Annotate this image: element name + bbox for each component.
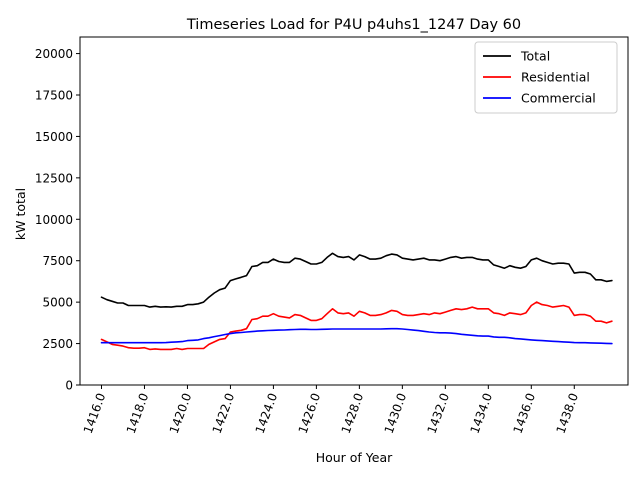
legend-label-residential: Residential [521,70,590,85]
y-tick-label: 20000 [35,47,73,61]
y-tick-label: 7500 [42,254,73,268]
axes-frame [79,36,629,386]
chart-title: Timeseries Load for P4U p4uhs1_1247 Day … [186,17,521,33]
y-tick-label: 2500 [42,337,73,351]
y-tick-label: 10000 [35,213,73,227]
y-tick-label: 5000 [42,296,73,310]
y-axis-label: kW total [13,188,28,240]
legend: Total Residential Commercial [474,41,618,114]
legend-label-total: Total [520,49,550,64]
y-tick-label: 17500 [35,89,73,103]
series-line-residential [100,301,613,351]
plot-area [100,252,613,351]
y-tick-label: 12500 [35,171,73,185]
legend-box [474,41,618,114]
series-line-commercial [100,327,613,345]
y-tick-label: 0 [65,379,73,393]
x-axis-label: Hour of Year [316,450,393,465]
y-tick-label: 15000 [35,130,73,144]
legend-label-commercial: Commercial [521,91,596,106]
series-line-total [100,252,613,308]
